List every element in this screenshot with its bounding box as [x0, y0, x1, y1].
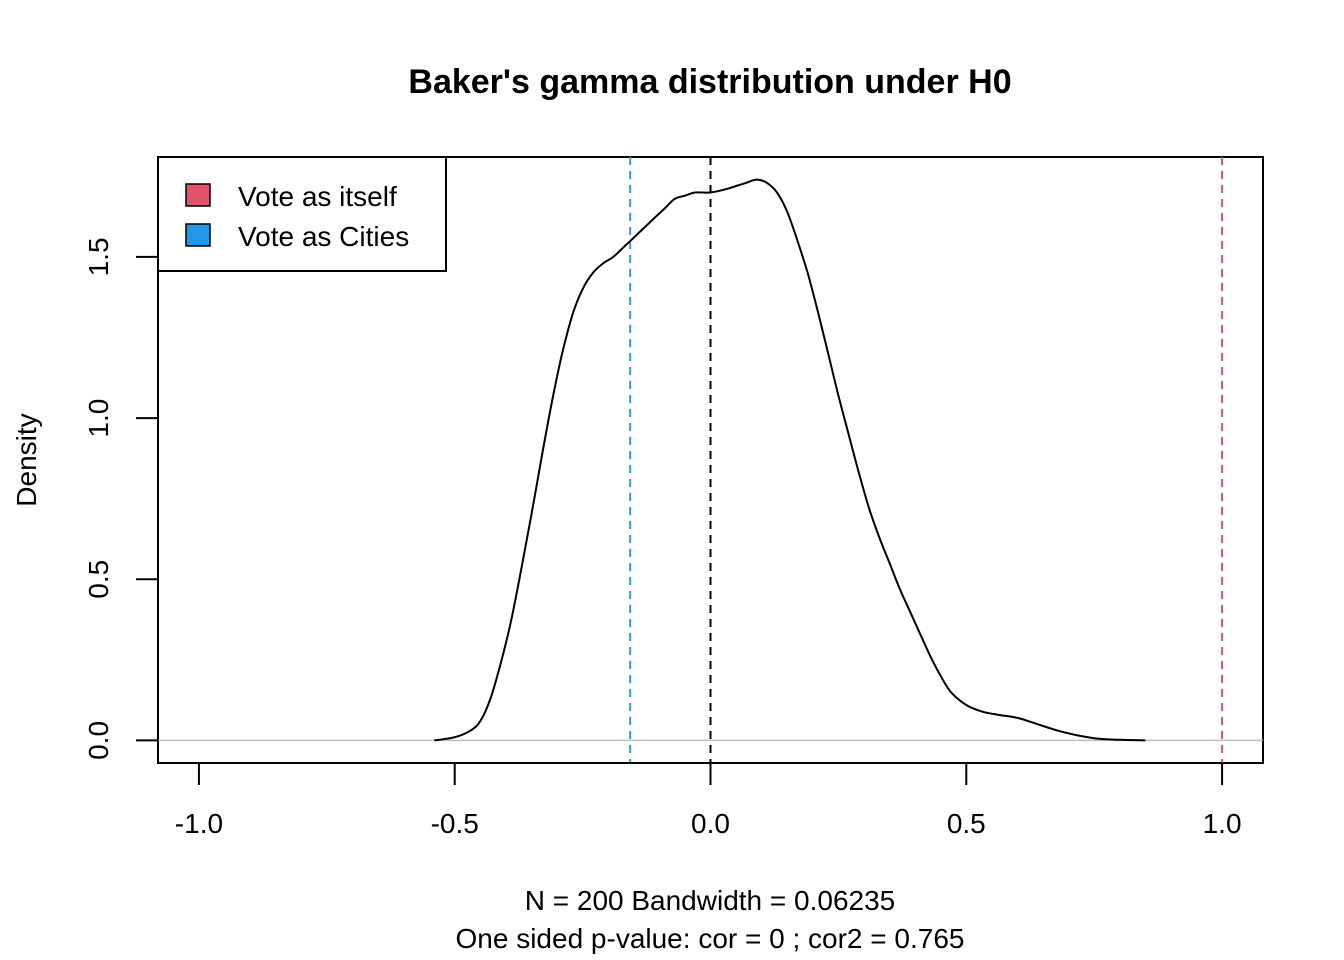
legend-box	[157, 156, 447, 272]
density-curve-0	[434, 178, 1146, 742]
y-axis-label: Density	[11, 413, 42, 506]
y-axis: 0.0 0.5 1.0 1.5	[83, 237, 159, 760]
y-tick-label: 0.0	[83, 721, 114, 760]
x-axis: -1.0 -0.5 0.0 0.5 1.0	[175, 762, 1242, 839]
x-tick-label: 1.0	[1203, 808, 1242, 839]
chart-title: Baker's gamma distribution under H0	[408, 63, 1011, 101]
x-tick-label: -0.5	[431, 808, 479, 839]
legend-swatch-vote-as-cities	[185, 223, 211, 247]
y-tick-label: 0.5	[83, 560, 114, 599]
legend-label-vote-as-cities: Vote as Cities	[238, 221, 409, 252]
x-tick-label: 0.5	[947, 808, 986, 839]
y-tick-label: 1.0	[83, 399, 114, 438]
legend-label-vote-as-itself: Vote as itself	[238, 181, 397, 212]
x-axis-label: N = 200 Bandwidth = 0.06235	[525, 885, 896, 916]
x-axis-sublabel: One sided p-value: cor = 0 ; cor2 = 0.76…	[456, 923, 965, 954]
reference-lines	[629, 157, 1224, 763]
density-curve-layer	[434, 178, 1146, 742]
y-tick-label: 1.5	[83, 237, 114, 276]
x-tick-label: -1.0	[175, 808, 223, 839]
legend-swatch-vote-as-itself	[185, 183, 211, 207]
legend: Vote as itself Vote as Cities	[157, 156, 447, 272]
x-tick-label: 0.0	[691, 808, 730, 839]
